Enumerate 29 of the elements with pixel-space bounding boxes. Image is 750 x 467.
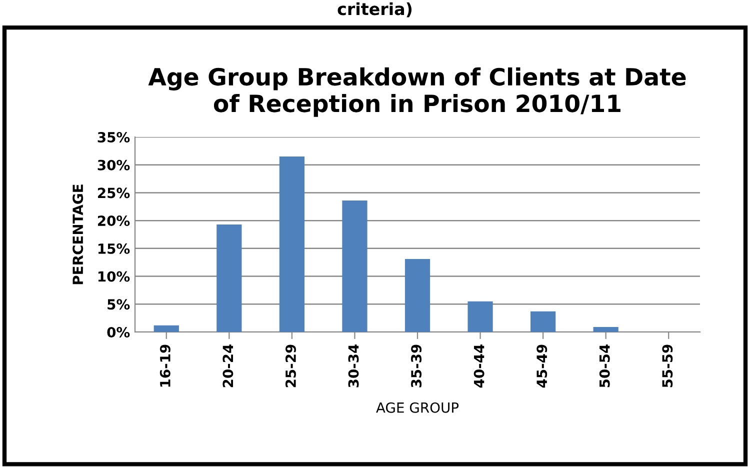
bar [216,224,242,332]
x-tick-label: 55-59 [662,344,673,388]
y-tick-label: 35% [98,132,130,142]
x-tick-label: 45-49 [536,344,548,388]
bar [468,301,493,332]
bar [154,325,179,332]
x-tick-label: 16-19 [160,344,170,387]
x-tick-label: 25-29 [285,344,296,388]
text: criteria) [338,2,412,18]
y-tick-label: 0% [107,326,130,338]
y-tick-label: 20% [98,216,130,226]
x-tick-label: 35-39 [411,344,422,388]
x-axis-title: AGE GROUP [376,402,459,413]
bar [342,200,368,332]
x-tick-label: 50-54 [599,344,610,388]
y-axis-title: PERCENTAGE [72,184,84,284]
bar [593,326,618,332]
chart-title: Age Group Breakdown of Clients at Date of Reception in Prison 2010/11 [148,67,686,117]
x-tick-label: 30-34 [348,344,359,388]
y-tick-label: 15% [98,243,130,254]
bar [404,259,430,332]
x-tick-label: 20-24 [222,344,234,388]
y-tick-label: 30% [98,160,130,170]
y-tick-label: 10% [98,271,130,282]
y-tick-label: 25% [98,188,130,198]
bar [530,311,556,332]
bar [279,156,304,332]
y-tick-label: 5% [108,299,130,310]
x-tick-label: 40-44 [474,344,484,388]
